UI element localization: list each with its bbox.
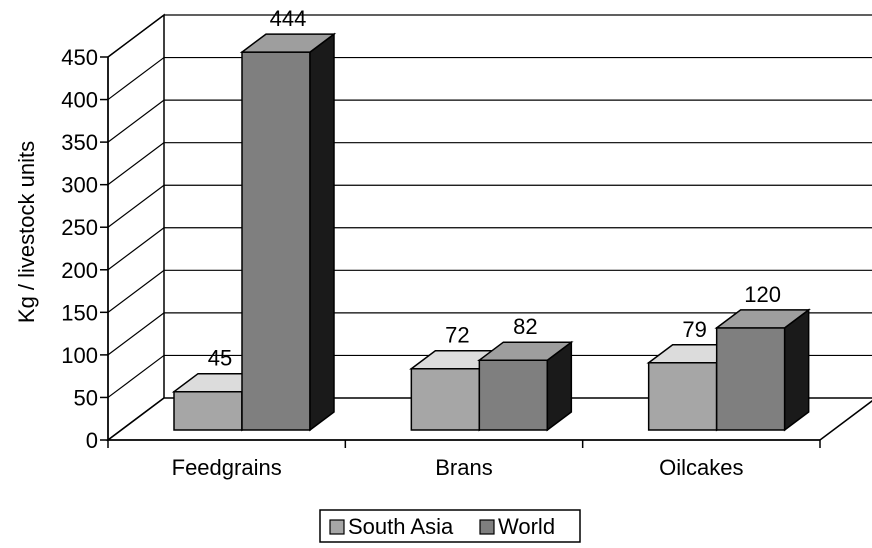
legend-entry: South Asia	[348, 514, 454, 539]
bar-1-0	[241, 51, 311, 431]
bar-1-1	[478, 359, 549, 431]
gridline-side	[107, 142, 165, 186]
legend-entry: World	[498, 514, 555, 539]
x-tick-label: Brans	[435, 455, 492, 480]
back-wall	[164, 15, 872, 398]
y-tick-label: 450	[61, 45, 98, 70]
y-tick-label: 400	[61, 88, 98, 113]
data-label: 45	[208, 346, 232, 371]
data-label: 72	[445, 323, 469, 348]
bars	[171, 32, 811, 432]
gridline-side	[107, 227, 165, 271]
bar-0-1	[410, 367, 481, 431]
bar-top-1-0	[239, 33, 337, 53]
data-label: 120	[744, 282, 781, 307]
gridline-side	[107, 57, 165, 101]
y-tick-label: 150	[61, 300, 98, 325]
bar-side-1-2	[783, 308, 810, 432]
gridline-side	[107, 184, 165, 228]
y-tick-label: 250	[61, 215, 98, 240]
legend: South Asia World	[319, 509, 581, 543]
x-tick-label: Feedgrains	[172, 455, 282, 480]
bar-top-1-2	[714, 309, 811, 329]
y-tick-label: 0	[86, 428, 98, 453]
y-axis-title: Kg / livestock units	[14, 141, 39, 323]
bar-0-2	[647, 362, 718, 431]
legend-box	[319, 509, 581, 543]
data-label: 82	[513, 314, 537, 339]
legend-swatch	[329, 519, 345, 535]
y-tick-label: 100	[61, 343, 98, 368]
y-tick-label: 300	[61, 173, 98, 198]
y-tick-label: 200	[61, 258, 98, 283]
data-label: 444	[270, 6, 307, 31]
gridline-side	[107, 354, 165, 398]
gridline-side	[107, 312, 165, 356]
data-labels: 45 72 79 444 82 120	[208, 6, 781, 371]
y-tick-label: 50	[74, 385, 98, 410]
bar-0-0	[173, 390, 243, 431]
gridline-side	[107, 99, 165, 143]
y-tick-label: 350	[61, 130, 98, 155]
bar-side-1-0	[309, 32, 335, 432]
gridline-side	[107, 14, 165, 58]
bar-top-1-1	[477, 341, 574, 361]
data-label: 79	[682, 317, 706, 342]
gridline-side	[107, 269, 165, 313]
legend-swatch	[479, 519, 495, 535]
bar-1-2	[715, 327, 786, 431]
x-tick-label: Oilcakes	[659, 455, 743, 480]
axes: 0 50 100 150 200 250 300 350 400 450 Feedgrains Bra…	[61, 45, 821, 480]
